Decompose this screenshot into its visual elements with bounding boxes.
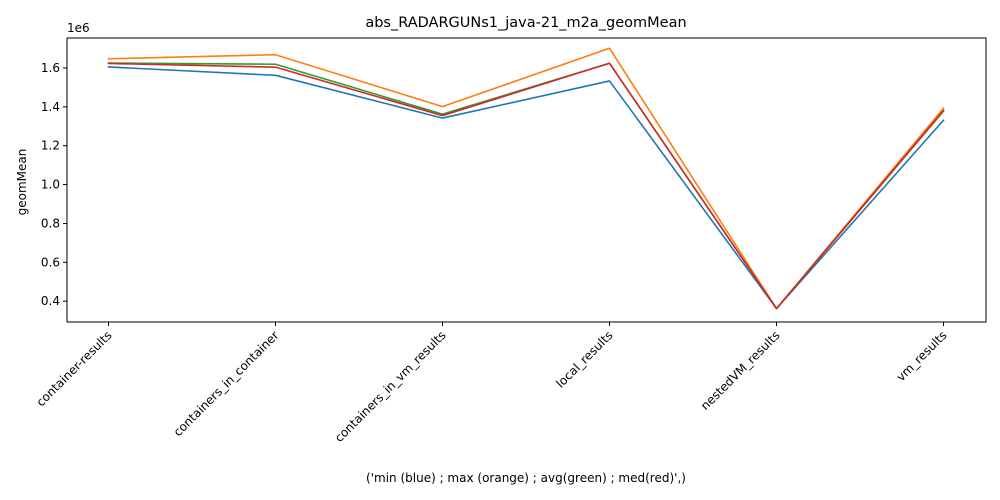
x-tick-label: container-results [34,328,115,409]
series-line-0 [107,66,945,310]
y-tick-label: 0.6 [41,255,60,269]
x-tick-label: containers_in_vm_results [332,328,449,445]
series-line-1 [107,47,945,310]
y-axis-offset-label: 1e6 [67,21,90,35]
series-line-3 [107,62,945,310]
x-axis: container-results containers_in_container… [34,322,950,445]
x-tick-label: containers_in_container [171,328,282,439]
y-tick-label: 1.2 [41,139,60,153]
plot-lines [107,47,945,310]
y-tick-label: 0.8 [41,216,60,230]
y-axis-label: geomMean [15,149,29,216]
y-axis: 0.4 0.6 0.8 1.0 1.2 1.4 1.6 [41,61,67,308]
chart-title: abs_RADARGUNs1_java-21_m2a_geomMean [365,15,686,31]
x-axis-label: ('min (blue) ; max (orange) ; avg(green)… [366,471,686,485]
y-tick-label: 0.4 [41,294,60,308]
x-tick-label: vm_results [894,328,950,384]
x-tick-label: nestedVM_results [698,328,783,413]
x-tick-label: local_results [553,328,615,390]
plot-frame [66,37,987,323]
y-tick-label: 1.4 [41,100,60,114]
y-tick-label: 1.0 [41,178,60,192]
y-tick-label: 1.6 [41,61,60,75]
